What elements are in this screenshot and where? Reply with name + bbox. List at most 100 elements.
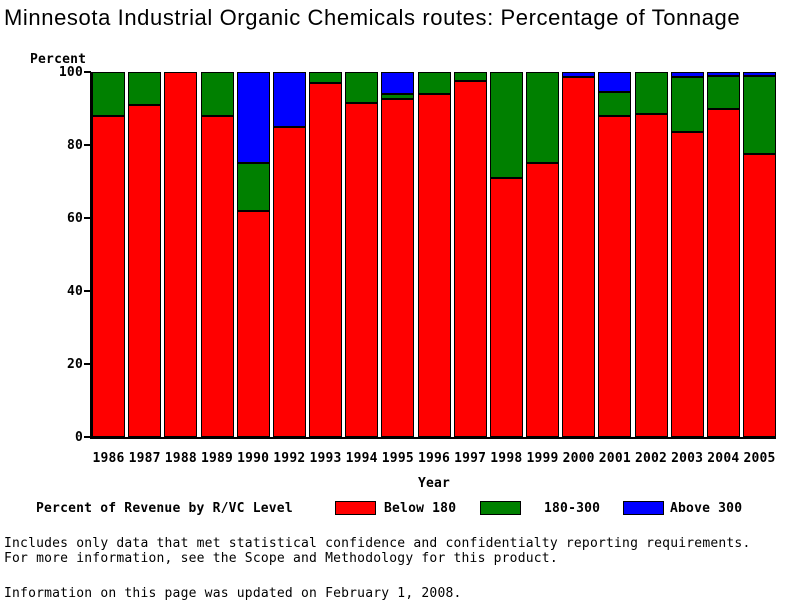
bar-segment-above-300 xyxy=(707,72,740,76)
x-tick-label: 1987 xyxy=(128,451,161,466)
y-tick-mark xyxy=(84,436,91,438)
bar-segment-above-300 xyxy=(743,72,776,76)
y-tick-mark xyxy=(84,217,91,219)
bar-segment-180-300 xyxy=(598,92,631,116)
bar-1988 xyxy=(164,72,197,437)
bar-segment-below-180 xyxy=(671,132,704,437)
legend-label: Above 300 xyxy=(670,501,743,516)
bar-segment-below-180 xyxy=(273,126,306,437)
bar-segment-below-180 xyxy=(418,93,451,437)
legend-swatch-180-300 xyxy=(480,501,521,515)
y-tick-label: 20 xyxy=(66,357,83,372)
y-tick-mark xyxy=(84,290,91,292)
x-tick-label: 2000 xyxy=(562,451,595,466)
y-tick-label: 100 xyxy=(58,65,83,80)
bar-segment-below-180 xyxy=(201,115,234,437)
bar-segment-below-180 xyxy=(707,108,740,437)
x-tick-label: 1989 xyxy=(200,451,234,466)
bar-1995 xyxy=(381,72,414,437)
bar-segment-180-300 xyxy=(237,163,270,211)
bar-2001 xyxy=(598,72,631,437)
bar-segment-below-180 xyxy=(454,81,487,437)
x-tick-label: 1998 xyxy=(490,451,523,466)
bar-segment-below-180 xyxy=(526,163,559,437)
bar-2004 xyxy=(707,72,740,437)
y-axis-title: Percent xyxy=(30,52,87,67)
bar-segment-180-300 xyxy=(128,72,161,105)
legend-swatch-above-300 xyxy=(623,501,664,515)
y-tick-label: 0 xyxy=(74,430,83,445)
bar-segment-below-180 xyxy=(490,177,523,437)
bar-segment-below-180 xyxy=(92,115,125,437)
bar-1990 xyxy=(237,72,270,437)
bar-segment-above-300 xyxy=(598,72,631,93)
bar-segment-180-300 xyxy=(309,72,342,83)
x-tick-label: 1986 xyxy=(92,451,125,466)
bar-segment-above-300 xyxy=(671,72,704,78)
bar-segment-180-300 xyxy=(381,93,414,100)
x-tick-label: 2005 xyxy=(743,451,776,466)
legend-label: 180-300 xyxy=(544,501,601,516)
bar-segment-180-300 xyxy=(707,75,740,109)
footer-note-1: Includes only data that met statistical … xyxy=(4,536,751,551)
y-tick-label: 40 xyxy=(66,284,83,299)
bar-2002 xyxy=(635,72,668,437)
bar-segment-180-300 xyxy=(92,72,125,116)
bar-segment-above-300 xyxy=(562,72,595,78)
bar-segment-180-300 xyxy=(345,72,378,104)
bar-1987 xyxy=(128,72,161,437)
bar-segment-below-180 xyxy=(345,103,378,437)
bar-2003 xyxy=(671,72,704,437)
bar-segment-below-180 xyxy=(237,210,270,437)
bar-1986 xyxy=(92,72,125,437)
footer-updated: Information on this page was updated on … xyxy=(4,586,462,601)
x-tick-label: 2002 xyxy=(634,451,668,466)
bar-segment-below-180 xyxy=(562,77,595,437)
bar-segment-below-180 xyxy=(128,104,161,437)
bar-segment-below-180 xyxy=(164,72,197,437)
bar-segment-180-300 xyxy=(418,72,451,94)
plot-area xyxy=(90,72,776,439)
bar-segment-below-180 xyxy=(743,154,776,437)
chart-title: Minnesota Industrial Organic Chemicals r… xyxy=(4,5,741,30)
x-tick-label: 1999 xyxy=(526,451,559,466)
bar-segment-below-180 xyxy=(635,113,668,437)
bar-segment-180-300 xyxy=(454,72,487,82)
bar-segment-180-300 xyxy=(671,77,704,133)
bar-segment-above-300 xyxy=(273,72,306,127)
bar-1993 xyxy=(309,72,342,437)
x-tick-label: 1990 xyxy=(237,451,270,466)
y-tick-label: 80 xyxy=(66,138,83,153)
bar-segment-180-300 xyxy=(201,72,234,116)
footer-note-2: For more information, see the Scope and … xyxy=(4,551,558,566)
bar-segment-180-300 xyxy=(743,75,776,155)
bar-segment-180-300 xyxy=(490,72,523,178)
x-tick-label: 1988 xyxy=(164,451,197,466)
x-tick-label: 2003 xyxy=(671,451,704,466)
legend-label: Below 180 xyxy=(384,501,457,516)
bar-segment-above-300 xyxy=(237,72,270,164)
bar-1997 xyxy=(454,72,487,437)
x-tick-label: 1996 xyxy=(417,451,451,466)
y-tick-mark xyxy=(84,144,91,146)
bar-segment-180-300 xyxy=(526,72,559,164)
y-tick-label: 60 xyxy=(66,211,83,226)
legend-title: Percent of Revenue by R/VC Level xyxy=(36,501,293,516)
bar-1996 xyxy=(418,72,451,437)
bar-segment-below-180 xyxy=(309,82,342,437)
y-tick-mark xyxy=(84,71,91,73)
y-tick-mark xyxy=(84,363,91,365)
bar-2005 xyxy=(743,72,776,437)
x-tick-label: 2001 xyxy=(598,451,631,466)
bar-1992 xyxy=(273,72,306,437)
legend-swatch-below-180 xyxy=(335,501,376,515)
x-axis-title: Year xyxy=(417,476,451,491)
bar-1994 xyxy=(345,72,378,437)
x-tick-label: 1995 xyxy=(381,451,414,466)
bar-1989 xyxy=(201,72,234,437)
x-tick-label: 1997 xyxy=(454,451,487,466)
bar-2000 xyxy=(562,72,595,437)
bar-segment-below-180 xyxy=(598,115,631,437)
bar-segment-below-180 xyxy=(381,99,414,437)
